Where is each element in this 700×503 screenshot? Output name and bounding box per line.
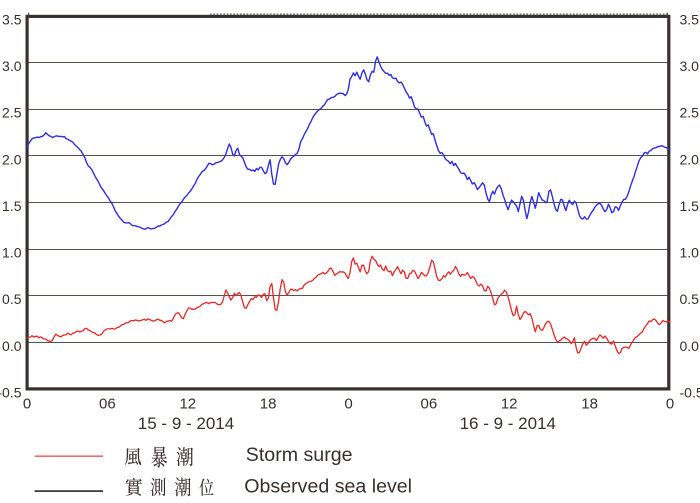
svg-text:3.5: 3.5 [680, 11, 700, 27]
svg-text:1.5: 1.5 [2, 198, 22, 214]
svg-text:18: 18 [260, 396, 277, 413]
svg-text:12: 12 [501, 396, 518, 413]
svg-text:06: 06 [99, 396, 116, 413]
svg-text:12: 12 [179, 396, 196, 413]
svg-text:15 - 9 - 2014: 15 - 9 - 2014 [138, 414, 234, 433]
svg-text:3.5: 3.5 [2, 11, 22, 27]
svg-text:3.0: 3.0 [2, 58, 22, 74]
svg-text:0: 0 [23, 396, 31, 413]
svg-text:0: 0 [344, 396, 352, 413]
svg-text:Storm surge: Storm surge [246, 444, 353, 466]
svg-text:0.0: 0.0 [2, 338, 22, 354]
svg-text:-0.5: -0.5 [680, 384, 700, 400]
svg-text:-0.5: -0.5 [0, 384, 22, 400]
svg-text:3.0: 3.0 [680, 58, 700, 74]
svg-text:0.0: 0.0 [680, 338, 700, 354]
svg-text:2.5: 2.5 [2, 105, 22, 121]
svg-text:06: 06 [421, 396, 438, 413]
svg-text:2.0: 2.0 [2, 151, 22, 167]
svg-text:1.0: 1.0 [2, 245, 22, 261]
svg-text:18: 18 [581, 396, 598, 413]
svg-text:Observed sea level: Observed sea level [244, 476, 412, 498]
svg-text:0.5: 0.5 [680, 291, 700, 307]
svg-text:0: 0 [666, 396, 674, 413]
svg-text:16 - 9 - 2014: 16 - 9 - 2014 [460, 414, 556, 433]
svg-text:1.0: 1.0 [680, 245, 700, 261]
svg-text:1.5: 1.5 [680, 198, 700, 214]
svg-text:0.5: 0.5 [2, 291, 22, 307]
svg-text:2.5: 2.5 [680, 105, 700, 121]
svg-text:2.0: 2.0 [680, 151, 700, 167]
